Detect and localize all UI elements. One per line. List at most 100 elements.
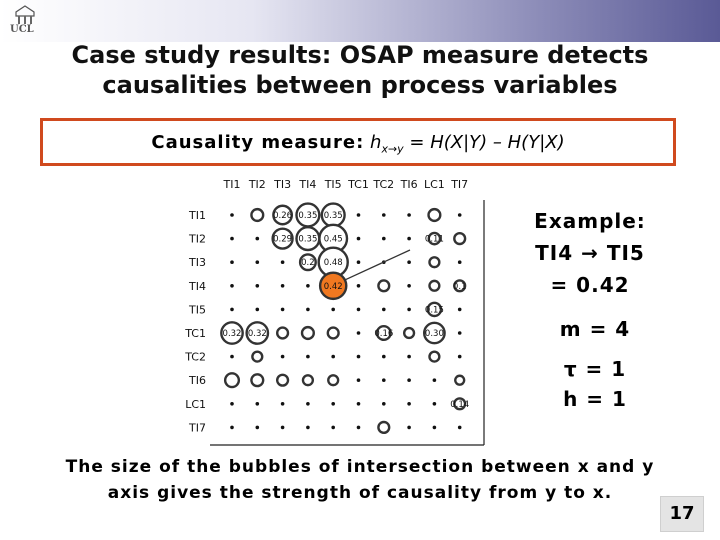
grid-dot: [331, 307, 336, 312]
y-tick-label: TC2: [184, 351, 206, 364]
grid-dot: [280, 260, 285, 264]
formula-subscript: x→y: [381, 142, 404, 156]
bubble-label: 0.48: [324, 258, 343, 268]
bubble: [428, 350, 441, 363]
header-bar: [0, 0, 720, 42]
bubble: [428, 256, 441, 269]
bubble-label: 0.35: [324, 211, 343, 221]
bubble: [245, 321, 270, 345]
bubble-label: 0.2: [301, 258, 315, 268]
grid-dot: [280, 307, 285, 312]
bubble-label: 0.42: [324, 282, 343, 292]
bubble: [377, 420, 391, 435]
grid-dot: [356, 425, 361, 430]
grid-dot: [407, 402, 411, 406]
bubble: [220, 321, 244, 345]
slide-title: Case study results: OSAP measure detects…: [0, 40, 720, 100]
grid-dot: [432, 402, 437, 406]
y-tick-label: TI3: [188, 256, 206, 269]
param-m: m = 4: [559, 317, 631, 341]
grid-dot: [457, 307, 462, 312]
bubble-label: 0.15: [425, 305, 444, 315]
bubble-label: 0.32: [223, 329, 242, 339]
bubble: [428, 279, 441, 292]
grid-dot: [457, 213, 462, 217]
caption-line-1: The size of the bubbles of intersection …: [65, 457, 655, 477]
grid-dot: [280, 354, 285, 359]
bubble: [272, 204, 294, 226]
bubble: [377, 279, 391, 293]
bubble: [427, 231, 442, 246]
grid-dot: [457, 354, 462, 359]
causality-bubble-matrix: TI1 TI2 TI3 TI4 TI5 TC1 TC2 TI6 LC1 TI7TI1TI2TI3T…: [184, 178, 485, 446]
x-tick-label: TI1: [223, 178, 241, 191]
x-tick-label: TI7: [450, 178, 468, 191]
x-tick-label: TI4: [298, 178, 316, 191]
x-tick-label: TI2: [248, 178, 266, 191]
grid-dot: [382, 307, 386, 312]
grid-dot: [356, 236, 361, 241]
bubble: [326, 326, 340, 340]
bubble: [375, 324, 392, 342]
grid-dot: [230, 402, 234, 406]
grid-dot: [407, 378, 411, 382]
grid-dot: [407, 284, 411, 288]
y-tick-label: TI7: [188, 421, 206, 434]
x-tick-label: TI5: [324, 178, 342, 191]
bubble: [276, 373, 290, 387]
grid-dot: [382, 402, 386, 406]
example-value: = 0.42: [550, 273, 630, 297]
bubble-label: 0.32: [248, 329, 267, 339]
grid-dot: [457, 260, 462, 264]
x-tick-label: TI3: [273, 178, 291, 191]
bubble: [276, 326, 290, 340]
bubble: [327, 374, 340, 387]
grid-dot: [407, 236, 411, 241]
example-annotation: Example: TI4 → TI5 = 0.42: [520, 205, 660, 301]
bubble: [250, 207, 265, 223]
grid-dot: [255, 284, 260, 288]
bubble-label: 0.45: [324, 235, 343, 245]
x-tick-label: TI6: [400, 178, 418, 191]
grid-dot: [407, 260, 411, 264]
bubble: [402, 326, 416, 340]
formula-box: Causality measure: hx→y = H(X|Y) – H(Y|X…: [40, 118, 676, 166]
bubble-label: 0.1: [453, 282, 467, 292]
title-line-2: causalities between process variables: [102, 71, 618, 99]
grid-dot: [382, 213, 386, 217]
y-tick-label: LC1: [185, 398, 206, 411]
param-h: h = 1: [563, 387, 627, 411]
grid-dot: [356, 307, 361, 312]
grid-dot: [255, 402, 260, 406]
y-tick-label: TI2: [188, 233, 206, 246]
bubble: [427, 207, 442, 223]
bubble-label: 0.35: [298, 211, 317, 221]
bubble-label: 0.14: [450, 400, 469, 410]
formula-h: h: [370, 132, 382, 153]
y-tick-label: TI1: [188, 209, 206, 222]
bubble-label: 0.29: [273, 235, 292, 245]
example-pair: TI4 → TI5: [535, 241, 645, 265]
grid-dot: [255, 260, 260, 264]
caption-line-2: axis gives the strength of causality fro…: [107, 483, 613, 503]
grid-dot: [331, 402, 336, 406]
caption: The size of the bubbles of intersection …: [20, 454, 700, 506]
grid-dot: [230, 284, 234, 288]
grid-dot: [306, 284, 310, 288]
grid-dot: [230, 213, 234, 217]
bubble: [251, 350, 264, 363]
y-tick-label: TI4: [188, 280, 206, 293]
bubble: [318, 271, 348, 301]
param-tau: τ = 1: [563, 357, 627, 381]
logo-text: UCL: [10, 24, 34, 35]
grid-dot: [230, 425, 234, 430]
grid-dot: [356, 378, 361, 382]
grid-dot: [356, 260, 361, 264]
grid-dot: [457, 425, 462, 430]
bubble-label: 0.11: [425, 235, 444, 245]
formula-rhs: = H(X|Y) – H(Y|X): [409, 132, 565, 153]
grid-dot: [230, 260, 234, 264]
parameters: m = 4 τ = 1 h = 1: [540, 314, 650, 414]
x-tick-label: LC1: [424, 178, 445, 191]
formula-label: Causality measure:: [151, 132, 365, 153]
